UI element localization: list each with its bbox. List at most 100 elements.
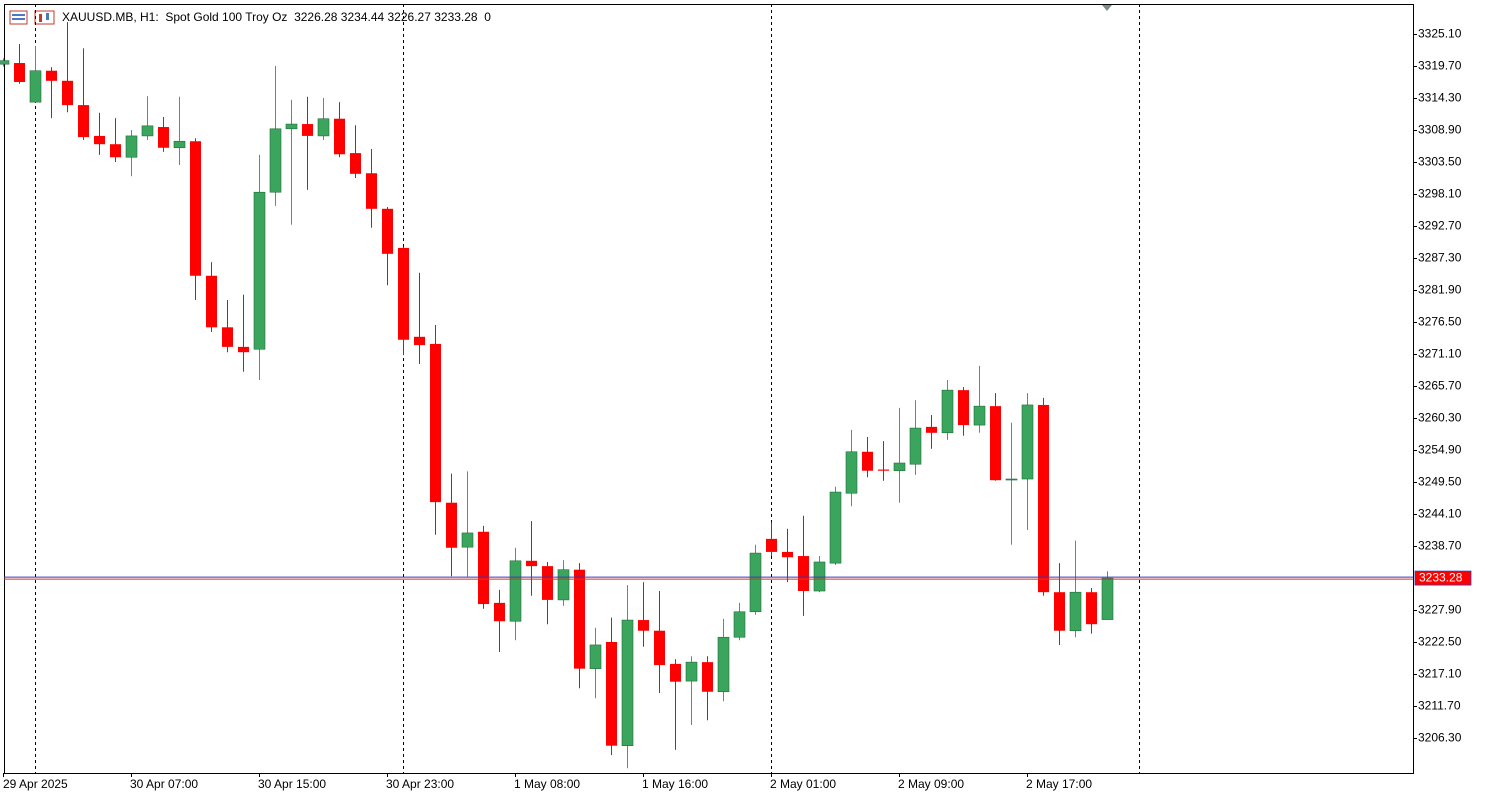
- icon: [39, 14, 42, 22]
- candle-body: [317, 118, 330, 137]
- y-tick-label: 3249.50: [1418, 475, 1462, 489]
- x-tick-label: 30 Apr 23:00: [386, 777, 454, 791]
- y-tick-label: 3314.30: [1418, 91, 1462, 105]
- candle-body: [749, 552, 762, 613]
- candle-body: [621, 619, 634, 746]
- candle-body: [430, 343, 441, 503]
- price-tag-label: 3233.28: [1419, 570, 1463, 584]
- candle-body: [717, 636, 730, 693]
- candle-body: [334, 118, 345, 155]
- candle-body: [446, 502, 457, 548]
- candle-body: [141, 125, 154, 137]
- y-tick-label: 3265.70: [1418, 379, 1462, 393]
- candle-body: [1005, 478, 1018, 481]
- candle-body: [782, 551, 793, 558]
- candle-body: [173, 140, 186, 149]
- candle-body: [222, 327, 233, 347]
- icon: [34, 10, 55, 25]
- candle-body: [557, 569, 570, 601]
- candle-body: [1086, 592, 1097, 625]
- y-tick-label: 3271.10: [1418, 347, 1462, 361]
- x-tick-label: 2 May 09:00: [898, 777, 964, 791]
- y-tick-label: 3222.50: [1418, 635, 1462, 649]
- candle-body: [926, 426, 937, 433]
- candle-body: [813, 561, 826, 592]
- candle-body: [829, 491, 842, 564]
- icon: [46, 13, 49, 20]
- candle-body: [798, 556, 809, 592]
- y-tick-label: 3254.90: [1418, 443, 1462, 457]
- candle-body: [382, 208, 393, 254]
- candle-body: [110, 144, 121, 158]
- y-tick-label: 3206.30: [1418, 731, 1462, 745]
- candle-body: [941, 389, 954, 434]
- icon: [9, 10, 28, 25]
- y-tick-label: 3244.10: [1418, 507, 1462, 521]
- candle-body: [14, 63, 25, 82]
- chart-header: XAUUSD.MB, H1: Spot Gold 100 Troy Oz 322…: [62, 10, 491, 24]
- candle-body: [285, 123, 298, 130]
- candle-body: [973, 405, 986, 426]
- x-tick-label: 2 May 17:00: [1026, 777, 1092, 791]
- y-tick-label: 3287.30: [1418, 251, 1462, 265]
- candle-body: [702, 662, 713, 692]
- candle-body: [46, 70, 57, 81]
- plot-frame: [4, 4, 1414, 774]
- y-tick-label: 3319.70: [1418, 59, 1462, 73]
- x-tick-label: 30 Apr 07:00: [130, 777, 198, 791]
- candle-body: [638, 620, 649, 631]
- candle-body: [494, 602, 505, 622]
- candle-body: [158, 127, 169, 148]
- candle-body: [78, 105, 89, 138]
- candle-body: [878, 469, 889, 471]
- y-tick-label: 3298.10: [1418, 187, 1462, 201]
- candle-body: [0, 60, 10, 65]
- candle-body: [206, 275, 217, 328]
- candle-body: [654, 630, 665, 666]
- y-tick-label: 3211.70: [1418, 699, 1461, 713]
- icon: [12, 14, 25, 16]
- candle-body: [733, 611, 746, 638]
- x-tick-label: 1 May 16:00: [642, 777, 708, 791]
- candle-body: [862, 451, 873, 471]
- candle-body: [29, 70, 42, 103]
- candle-body: [845, 451, 858, 494]
- candle-body: [958, 390, 969, 426]
- candle-body: [478, 531, 489, 605]
- x-tick-label: 30 Apr 15:00: [258, 777, 326, 791]
- candle-body: [125, 135, 138, 158]
- y-tick-label: 3217.10: [1418, 667, 1462, 681]
- candle-body: [606, 641, 617, 746]
- icon: [12, 18, 25, 20]
- y-tick-label: 3281.90: [1418, 283, 1462, 297]
- y-tick-label: 3276.50: [1418, 315, 1462, 329]
- candle-body: [269, 128, 282, 193]
- candle-body: [542, 566, 553, 600]
- candle-body: [670, 663, 681, 682]
- x-tick-label: 1 May 08:00: [514, 777, 580, 791]
- candle-body: [350, 153, 361, 174]
- y-tick-label: 3303.50: [1418, 155, 1462, 169]
- candle-body: [589, 644, 602, 669]
- y-tick-label: 3260.30: [1418, 411, 1462, 425]
- candle-body: [1101, 577, 1114, 620]
- candle-body: [190, 141, 201, 276]
- y-tick-label: 3227.90: [1418, 603, 1462, 617]
- candle-body: [62, 80, 73, 106]
- candle-body: [766, 538, 777, 552]
- candle-body: [94, 135, 105, 145]
- candle-body: [509, 560, 522, 622]
- candle-body: [990, 406, 1001, 481]
- candle-body: [909, 427, 922, 465]
- y-tick-label: 3308.90: [1418, 123, 1462, 137]
- candle-body: [1021, 404, 1034, 480]
- y-tick-label: 3238.70: [1418, 539, 1462, 553]
- candle-body: [302, 124, 313, 136]
- candle-body: [253, 191, 266, 350]
- candle-body: [238, 346, 249, 353]
- shift-marker: [1102, 5, 1112, 11]
- candle-body: [398, 247, 409, 340]
- candle-body: [1054, 592, 1065, 631]
